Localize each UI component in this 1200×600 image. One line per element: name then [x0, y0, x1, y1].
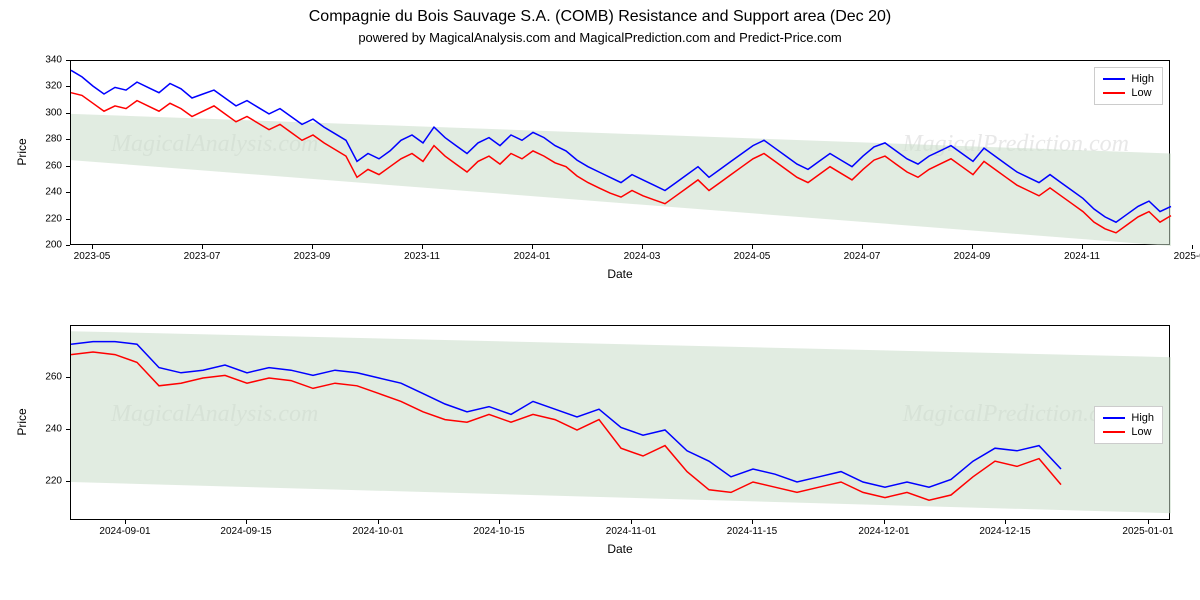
- legend-line-icon: [1103, 78, 1125, 80]
- plot-area-top: MagicalAnalysis.com MagicalPrediction.co…: [70, 60, 1170, 245]
- chart-subtitle: powered by MagicalAnalysis.com and Magic…: [0, 26, 1200, 45]
- legend-label: Low: [1131, 426, 1151, 438]
- legend-item: Low: [1103, 86, 1154, 100]
- x-tick-label: 2025-01: [1174, 245, 1200, 262]
- x-axis-label: Date: [607, 542, 632, 556]
- legend-line-icon: [1103, 431, 1125, 433]
- legend-line-icon: [1103, 92, 1125, 94]
- legend-item: Low: [1103, 425, 1154, 439]
- x-axis-label: Date: [607, 267, 632, 281]
- legend-label: High: [1131, 412, 1154, 424]
- legend-label: High: [1131, 73, 1154, 85]
- y-axis-label: Price: [15, 408, 29, 435]
- legend-bottom: High Low: [1094, 406, 1163, 444]
- plot-area-bottom: MagicalAnalysis.com MagicalPrediction.co…: [70, 325, 1170, 520]
- legend-top: High Low: [1094, 67, 1163, 105]
- y-axis-label: Price: [15, 138, 29, 165]
- legend-label: Low: [1131, 87, 1151, 99]
- chart-bottom: MagicalAnalysis.com MagicalPrediction.co…: [70, 325, 1170, 560]
- legend-item: High: [1103, 72, 1154, 86]
- chart-title: Compagnie du Bois Sauvage S.A. (COMB) Re…: [0, 0, 1200, 26]
- chart-top: MagicalAnalysis.com MagicalPrediction.co…: [70, 60, 1170, 285]
- legend-item: High: [1103, 411, 1154, 425]
- legend-line-icon: [1103, 417, 1125, 419]
- chart-svg-top: [71, 61, 1171, 246]
- chart-svg-bottom: [71, 326, 1171, 521]
